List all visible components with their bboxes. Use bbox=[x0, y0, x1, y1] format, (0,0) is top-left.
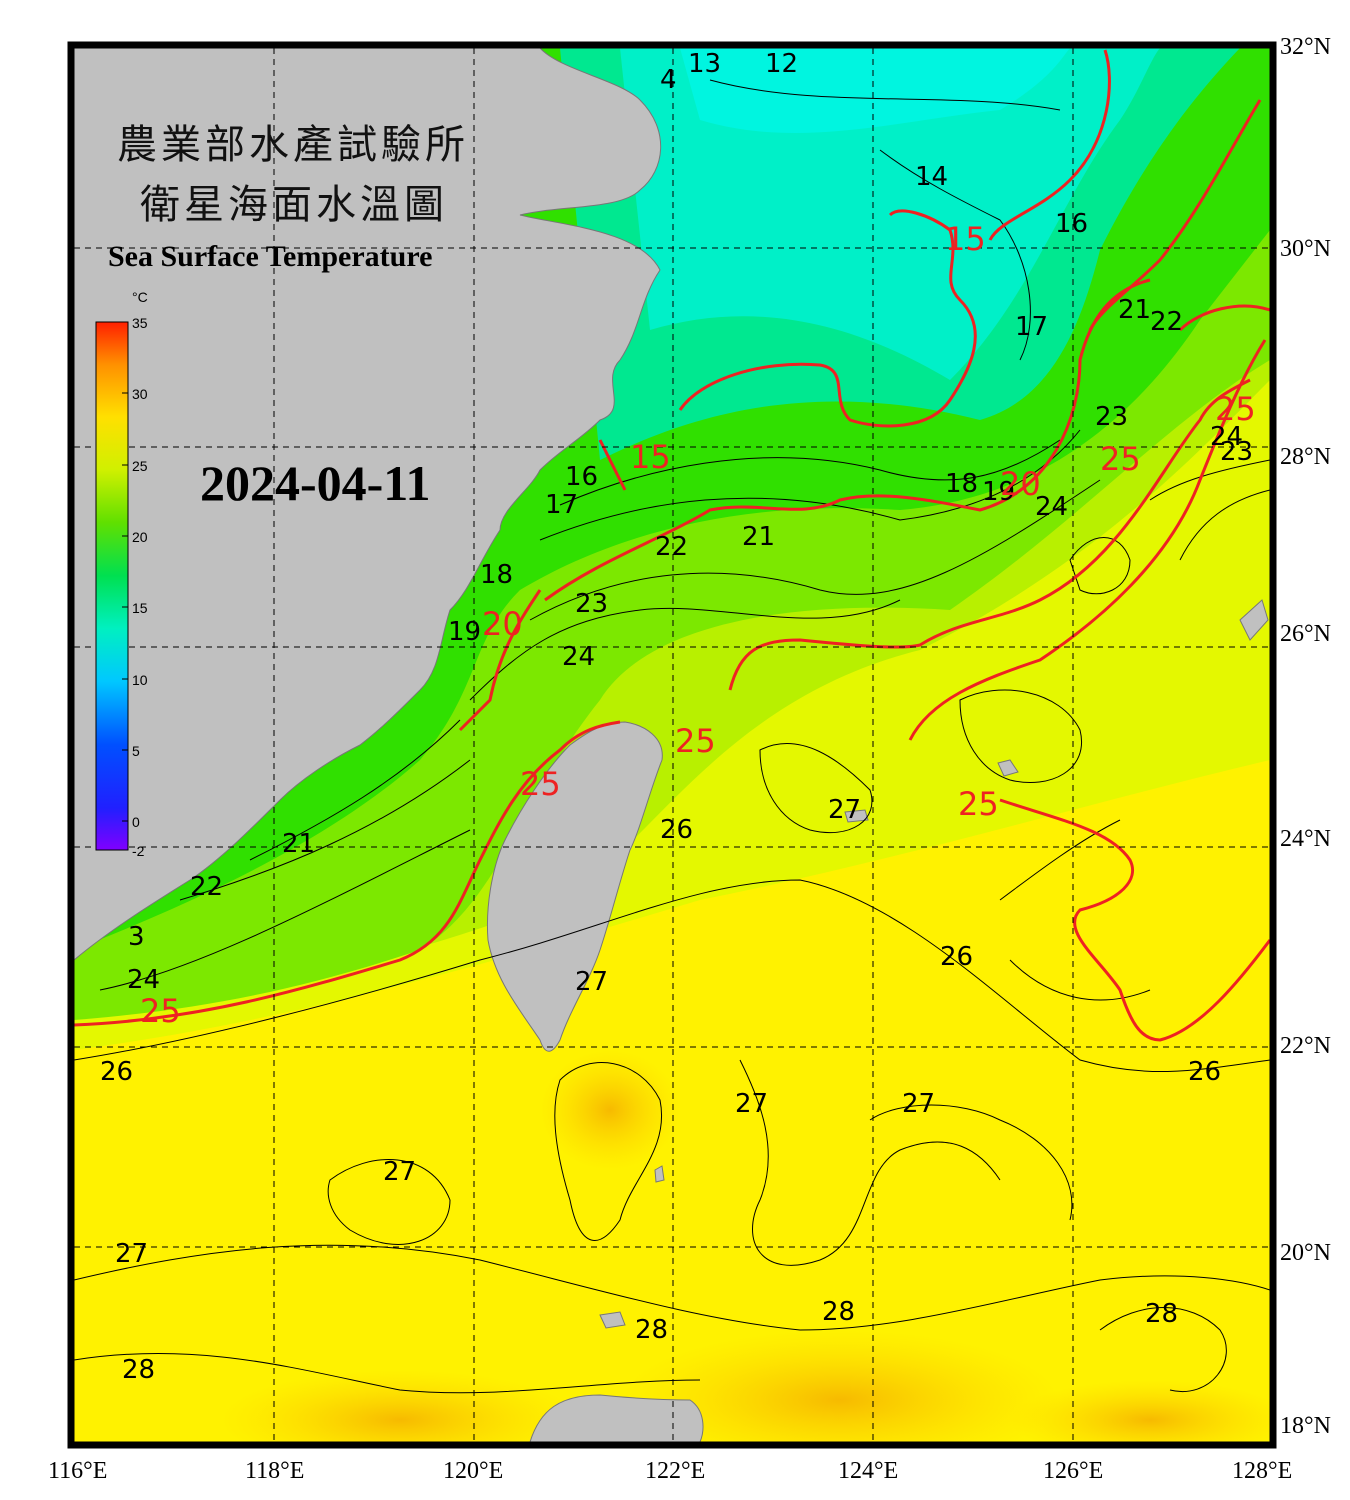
luzon bbox=[529, 1394, 704, 1442]
contour-label: 14 bbox=[915, 162, 948, 192]
contour-label: 23 bbox=[1220, 437, 1253, 467]
contour-label-red: 25 bbox=[958, 785, 999, 823]
title-line1: 農業部水產試驗所 bbox=[117, 122, 469, 168]
colorbar-tick: 25 bbox=[132, 458, 148, 474]
contour-label: 24 bbox=[1035, 492, 1068, 522]
lat-label: 18°N bbox=[1280, 1413, 1331, 1439]
contour-label: 21 bbox=[742, 522, 775, 552]
contour-label: 27 bbox=[828, 795, 861, 825]
sst-field: 13 12 4 14 16 17 21 22 23 24 18 19 16 17… bbox=[74, 48, 1270, 1442]
lat-label: 26°N bbox=[1280, 621, 1331, 647]
contour-label: 28 bbox=[635, 1315, 668, 1345]
lon-label: 116°E bbox=[48, 1458, 107, 1484]
lon-label: 118°E bbox=[245, 1458, 304, 1484]
contour-label: 18 bbox=[945, 469, 978, 499]
contour-label: 27 bbox=[902, 1089, 935, 1119]
longitude-labels: 116°E 118°E 120°E 122°E 124°E 126°E 128°… bbox=[48, 1458, 1292, 1484]
lon-label: 124°E bbox=[838, 1458, 898, 1484]
contour-label-red: 25 bbox=[675, 722, 716, 760]
major-isotherms bbox=[74, 49, 1270, 1042]
contour-label-red: 20 bbox=[482, 605, 523, 643]
lon-label: 128°E bbox=[1232, 1458, 1292, 1484]
contour-label: 26 bbox=[660, 815, 693, 845]
contour-label: 27 bbox=[735, 1089, 768, 1119]
contour-labels-red: 15 15 20 20 25 25 25 25 25 25 25 bbox=[140, 220, 1256, 1030]
lat-label: 32°N bbox=[1280, 34, 1331, 60]
contour-labels-black: 13 12 4 14 16 17 21 22 23 24 18 19 16 17… bbox=[100, 49, 1253, 1385]
contour-label: 21 bbox=[282, 829, 315, 859]
colorbar-unit: °C bbox=[132, 289, 148, 305]
lat-label: 22°N bbox=[1280, 1033, 1331, 1059]
contour-label: 24 bbox=[127, 965, 160, 995]
lon-label: 126°E bbox=[1043, 1458, 1103, 1484]
contour-label-red: 25 bbox=[140, 992, 181, 1030]
lon-label: 122°E bbox=[645, 1458, 705, 1484]
contour-label: 12 bbox=[765, 49, 798, 79]
contour-label: 18 bbox=[480, 560, 513, 590]
contour-label: 17 bbox=[545, 490, 578, 520]
contour-label: 27 bbox=[575, 967, 608, 997]
taiwan bbox=[486, 721, 663, 1052]
contour-label: 23 bbox=[1095, 402, 1128, 432]
contour-label-red: 25 bbox=[1215, 390, 1256, 428]
contour-label: 24 bbox=[1210, 422, 1243, 452]
contour-label: 19 bbox=[448, 617, 481, 647]
contour-label-red: 25 bbox=[520, 765, 561, 803]
contour-label-red: 15 bbox=[630, 438, 671, 476]
contour-label: 4 bbox=[660, 65, 677, 95]
contour-label: 28 bbox=[1145, 1299, 1178, 1329]
colorbar-tick: 5 bbox=[132, 743, 140, 759]
contour-label: 17 bbox=[1015, 312, 1048, 342]
colorbar-tick: 15 bbox=[132, 600, 148, 616]
contour-label: 21 bbox=[1118, 295, 1151, 325]
colorbar-tick: 0 bbox=[132, 814, 140, 830]
colorbar-tick: -2 bbox=[132, 843, 145, 859]
contour-label: 13 bbox=[688, 49, 721, 79]
contour-label-red: 25 bbox=[1100, 440, 1141, 478]
contour-label: 27 bbox=[115, 1239, 148, 1269]
contour-label: 16 bbox=[1055, 209, 1088, 239]
contour-label: 3 bbox=[128, 922, 145, 952]
map-frame bbox=[67, 41, 1277, 1449]
contour-label: 26 bbox=[1188, 1057, 1221, 1087]
colorbar-tick: 30 bbox=[132, 386, 148, 402]
contour-label: 16 bbox=[565, 462, 598, 492]
contour-label: 28 bbox=[822, 1297, 855, 1327]
minor-isotherms bbox=[74, 79, 1270, 1394]
contour-label: 19 bbox=[982, 477, 1015, 507]
lat-label: 28°N bbox=[1280, 444, 1331, 470]
title-english: Sea Surface Temperature bbox=[108, 240, 432, 273]
lat-label: 24°N bbox=[1280, 826, 1331, 852]
title-line2: 衛星海面水溫圖 bbox=[140, 182, 448, 228]
contour-label: 22 bbox=[190, 872, 223, 902]
colorbar-tick: 20 bbox=[132, 529, 148, 545]
date-label: 2024-04-11 bbox=[200, 455, 431, 511]
contour-label: 26 bbox=[100, 1057, 133, 1087]
contour-label: 28 bbox=[122, 1355, 155, 1385]
lon-label: 120°E bbox=[443, 1458, 503, 1484]
latitude-labels: 32°N 30°N 28°N 26°N 24°N 22°N 20°N 18°N bbox=[1280, 34, 1331, 1439]
contour-label: 26 bbox=[940, 942, 973, 972]
colorbar-tick: 10 bbox=[132, 672, 148, 688]
graticule bbox=[74, 48, 1270, 1442]
contour-label: 27 bbox=[383, 1157, 416, 1187]
contour-label-red: 20 bbox=[1000, 465, 1041, 503]
china-mainland bbox=[74, 48, 662, 961]
colorbar-gradient bbox=[95, 321, 129, 851]
colorbar-tick: 35 bbox=[132, 315, 148, 331]
lat-label: 20°N bbox=[1280, 1240, 1331, 1266]
lat-label: 30°N bbox=[1280, 236, 1331, 262]
colorbar: °C 35 30 25 20 15 10 5 0 -2 bbox=[95, 289, 148, 859]
contour-label: 23 bbox=[575, 589, 608, 619]
contour-label-red: 15 bbox=[945, 220, 986, 258]
contour-label: 24 bbox=[562, 642, 595, 672]
contour-label: 22 bbox=[1150, 307, 1183, 337]
contour-label: 22 bbox=[655, 532, 688, 562]
